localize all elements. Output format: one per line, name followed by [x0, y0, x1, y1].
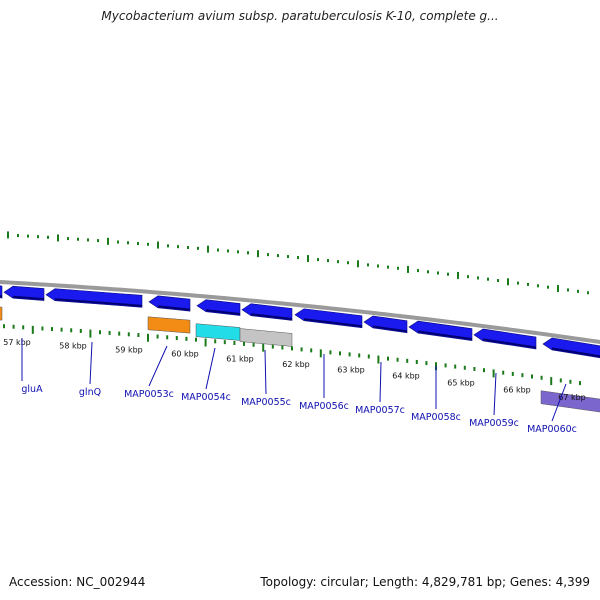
gene-arrow-1-shade [12, 295, 45, 301]
kbp-label: 67 kbp [558, 393, 586, 402]
kbp-label: 61 kbp [226, 355, 254, 364]
kbp-label: 59 kbp [115, 345, 143, 354]
gene-arrow-4-shade [205, 309, 241, 316]
kbp-label: 64 kbp [392, 372, 420, 381]
orange-feature [147, 316, 191, 334]
gene-label: glnQ [79, 387, 101, 398]
gene-arrow-9-shade [482, 338, 537, 349]
gene-arrow-10-shade [551, 347, 600, 358]
gene-arrow-2-shade [54, 298, 143, 307]
orange-feature-left [0, 306, 3, 321]
gene-label-leader [551, 383, 567, 422]
map-title: Mycobacterium avium subsp. paratuberculo… [101, 9, 499, 23]
gene-label: MAP0054c [181, 392, 231, 403]
gene-label: MAP0055c [241, 397, 291, 408]
kbp-label: 60 kbp [171, 350, 199, 359]
gene-arrow-9 [473, 328, 537, 350]
gene-label-layer: gluA glnQ MAP0053c MAP0054c MAP0055c MAP0056c… [21, 338, 577, 435]
kbp-label: 62 kbp [282, 360, 310, 369]
gene-arrow-10 [542, 337, 600, 359]
gene-label: MAP0056c [299, 401, 349, 412]
accession-text: Accession: NC_002944 [9, 575, 146, 589]
gene-arrow-0 [0, 285, 3, 299]
gene-arrow-2 [45, 288, 143, 308]
gene-arrow-0-shade [0, 295, 3, 298]
gene-track [0, 285, 600, 413]
gray-feature [239, 328, 293, 347]
gene-arrow-8-shade [417, 330, 473, 341]
gene-arrow-7-shade [372, 325, 408, 333]
gene-arrow-5 [241, 303, 293, 321]
gene-arrow-3-shade [157, 305, 191, 311]
gene-label-leader [205, 347, 216, 390]
gene-arrow-7 [363, 315, 408, 334]
kbp-label: 66 kbp [503, 385, 531, 394]
kbp-label: 58 kbp [59, 341, 87, 350]
cyan-feature [195, 323, 241, 341]
gene-label: MAP0057c [355, 405, 405, 416]
backbone-line [0, 279, 600, 345]
gene-arrow-6 [294, 308, 363, 329]
gene-label: MAP0053c [124, 389, 174, 400]
gene-arrow-6-shade [303, 318, 363, 328]
kbp-label: 63 kbp [337, 366, 365, 375]
gene-label-leader [379, 361, 382, 403]
gene-arrow-5-shade [250, 313, 293, 320]
gene-arrow-8 [408, 320, 473, 342]
kbp-label: 65 kbp [447, 378, 475, 387]
genome-summary-text: Topology: circular; Length: 4,829,781 bp… [260, 575, 590, 589]
gene-label: gluA [21, 384, 43, 395]
purple-feature [540, 390, 600, 413]
gene-label: MAP0060c [527, 424, 577, 435]
backbone-ring [0, 279, 600, 345]
gene-label-leader [493, 372, 497, 416]
gene-label-leader [264, 349, 267, 395]
kbp-scale: 57 kbp 58 kbp 59 kbp 60 kbp 61 kbp 62 kbp 63 k… [3, 338, 586, 402]
kbp-label: 57 kbp [3, 338, 31, 347]
gene-label: MAP0058c [411, 412, 461, 423]
gene-label: MAP0059c [469, 418, 519, 429]
gene-label-leader [89, 341, 93, 385]
gene-arrow-4 [196, 299, 241, 316]
gene-label-leader [148, 345, 168, 387]
outer-tick-ring [7, 231, 589, 295]
inner-tick-ring [3, 324, 581, 386]
